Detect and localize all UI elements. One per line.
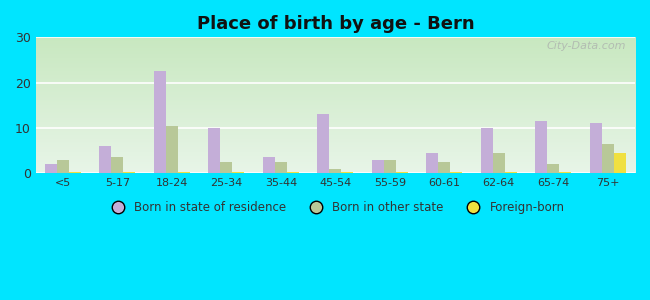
Bar [111,157,124,173]
Bar [154,71,166,173]
Bar [233,172,244,173]
Bar [69,172,81,173]
Bar [99,146,111,173]
Bar [45,164,57,173]
Bar [493,153,505,173]
Bar [220,162,233,173]
Bar [505,172,517,173]
Bar [602,144,614,173]
Bar [341,172,354,173]
Bar [481,128,493,173]
Bar [396,172,408,173]
Bar [450,172,462,173]
Bar [536,121,547,173]
Bar [590,123,602,173]
Bar [209,128,220,173]
Bar [384,160,396,173]
Bar [57,160,69,173]
Legend: Born in state of residence, Born in other state, Foreign-born: Born in state of residence, Born in othe… [101,196,569,219]
Bar [263,157,275,173]
Text: City-Data.com: City-Data.com [547,41,626,51]
Bar [426,153,438,173]
Bar [275,162,287,173]
Bar [317,114,330,173]
Bar [438,162,450,173]
Title: Place of birth by age - Bern: Place of birth by age - Bern [196,15,474,33]
Bar [614,153,626,173]
Bar [559,172,571,173]
Bar [547,164,559,173]
Bar [330,169,341,173]
Bar [372,160,384,173]
Bar [178,172,190,173]
Bar [124,172,135,173]
Bar [166,126,178,173]
Bar [287,172,299,173]
